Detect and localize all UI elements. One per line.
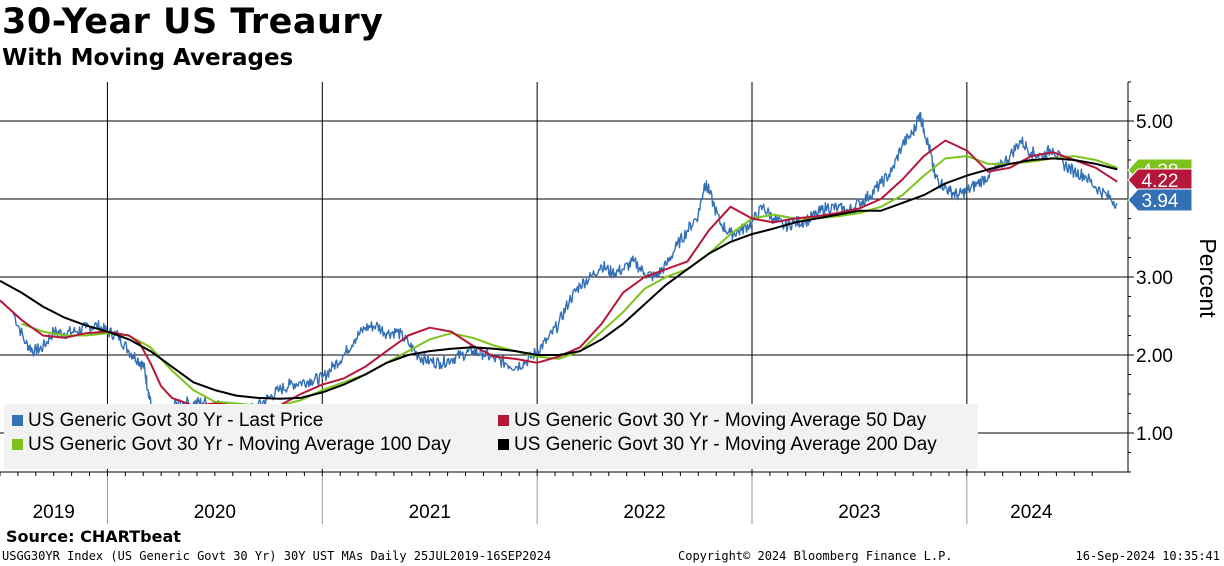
x-tick-label: 2019 <box>33 502 75 523</box>
legend-swatch <box>498 415 509 426</box>
end-value-label: 3.94 <box>1142 191 1179 212</box>
legend-label: US Generic Govt 30 Yr - Moving Average 2… <box>514 434 937 455</box>
legend-swatch <box>12 415 23 426</box>
x-tick-label: 2024 <box>1010 502 1053 523</box>
legend: US Generic Govt 30 Yr - Last Price US Gen… <box>4 404 978 469</box>
ma50-line <box>0 139 1118 413</box>
y-tick-label: 2.00 <box>1136 346 1173 367</box>
chart-title: 30-Year US Treaury <box>2 2 384 42</box>
end-value-tag <box>1127 188 1193 212</box>
chart-subtitle: With Moving Averages <box>2 45 294 71</box>
y-tick-label: 3.00 <box>1136 268 1173 289</box>
end-labels: 4.384.223.94 <box>1127 158 1193 212</box>
source-note: Source: CHARTbeat <box>6 527 181 546</box>
y-axis-label: Percent <box>1195 238 1221 318</box>
ma200-line <box>0 157 1118 400</box>
x-tick-label: 2020 <box>194 502 236 523</box>
legend-background <box>4 404 978 469</box>
x-tick-label: 2023 <box>838 502 880 523</box>
legend-swatch <box>12 439 23 450</box>
legend-label: US Generic Govt 30 Yr - Moving Average 5… <box>514 410 927 431</box>
legend-swatch <box>498 439 509 450</box>
end-value-tag <box>1127 168 1193 192</box>
footer-ticker-info: USGG30YR Index (US Generic Govt 30 Yr) 3… <box>2 549 552 563</box>
x-tick-label: 2022 <box>623 502 665 523</box>
series-layer <box>0 112 1118 420</box>
footer-copyright: Copyright© 2024 Bloomberg Finance L.P. <box>678 549 953 563</box>
footer-timestamp: 16-Sep-2024 10:35:41 <box>1075 549 1221 563</box>
legend-label: US Generic Govt 30 Yr - Last Price <box>28 410 323 431</box>
end-value-label: 4.22 <box>1142 171 1179 192</box>
y-tick-label: 1.00 <box>1136 424 1173 445</box>
y-tick-label: 5.00 <box>1136 112 1173 133</box>
legend-label: US Generic Govt 30 Yr - Moving Average 1… <box>28 434 451 455</box>
ma100-line <box>21 155 1118 407</box>
x-tick-label: 2021 <box>409 502 451 523</box>
